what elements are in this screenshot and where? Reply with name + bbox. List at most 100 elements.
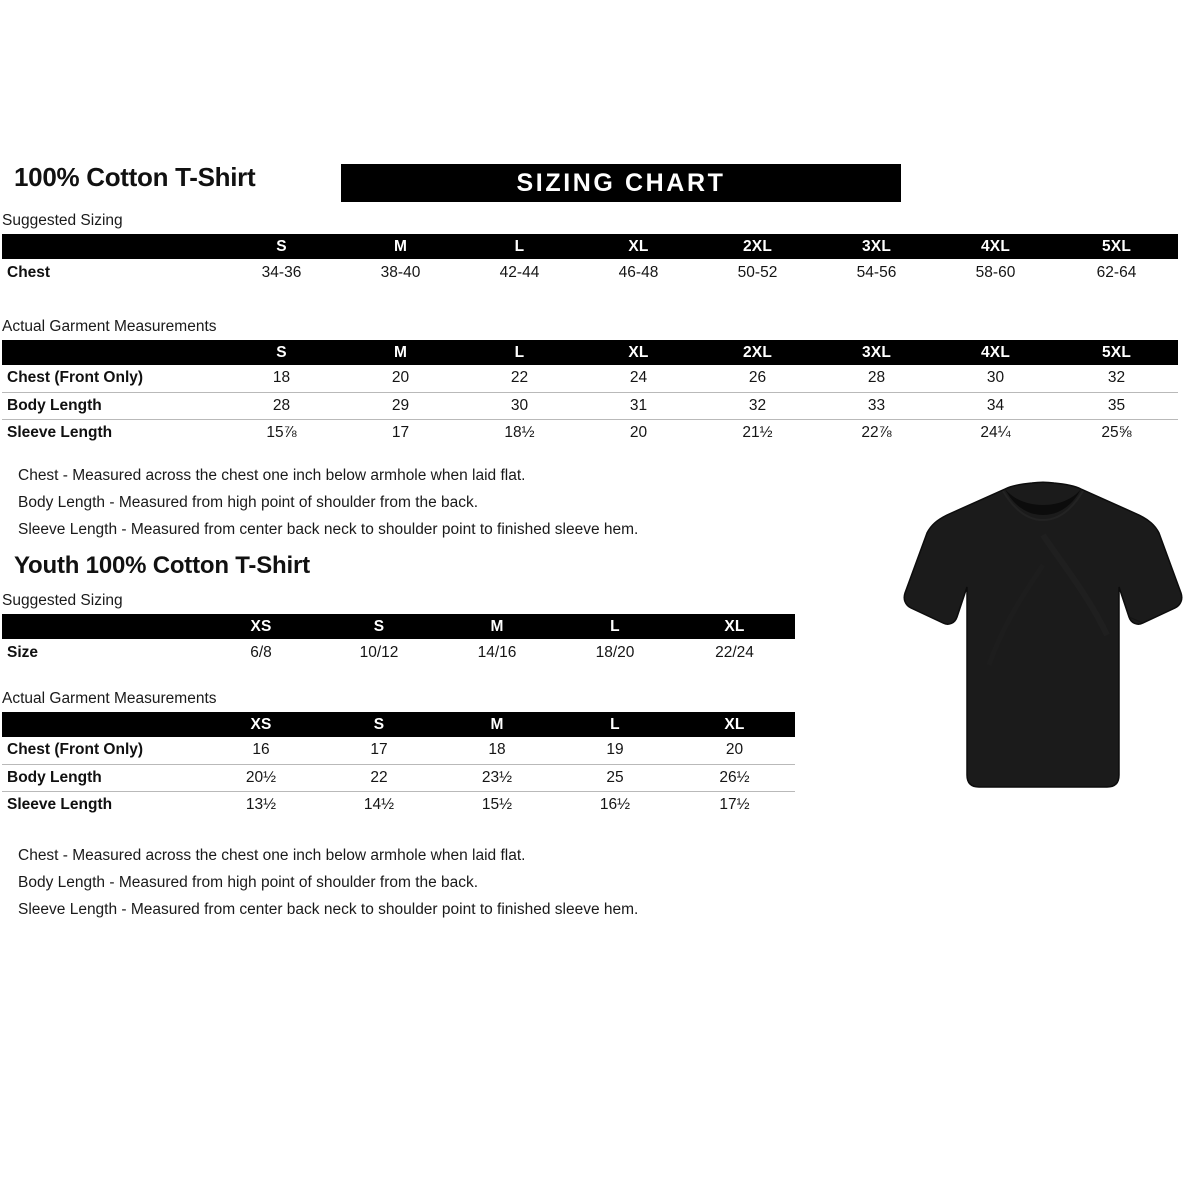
note-body-length: Body Length - Measured from high point o… <box>18 874 479 891</box>
note-sleeve-length: Sleeve Length - Measured from center bac… <box>18 901 639 918</box>
row-label-chest: Chest <box>7 263 51 281</box>
cell-size-xs: 6/8 <box>250 643 272 661</box>
col-header-m: M <box>490 715 504 733</box>
sizing-chart-banner-label: SIZING CHART <box>516 169 726 197</box>
cell-chestfront-s: 18 <box>272 369 291 387</box>
cell-size-m: 14/16 <box>477 643 517 661</box>
col-header-m: M <box>490 617 504 635</box>
cell-sleevelength-xl: 17½ <box>674 790 795 818</box>
col-header-s: S <box>373 617 385 635</box>
cell-sleevelength-m: 15½ <box>438 790 556 818</box>
cell-bodylength-5xl: 35 <box>1055 391 1178 419</box>
cell-sleevelength-m: 17 <box>341 418 460 446</box>
col-header-2xl: 2XL <box>742 237 773 255</box>
col-header-3xl: 3XL <box>861 343 892 361</box>
cell-chest-xl: 46-48 <box>618 263 659 281</box>
table-header-row: S M L XL 2XL 3XL 4XL 5XL <box>2 340 1178 365</box>
cell-chestfront-2xl: 26 <box>748 369 767 387</box>
cell-bodylength-s: 22 <box>320 763 438 791</box>
col-header-xl: XL <box>628 237 649 255</box>
col-header-xl: XL <box>724 715 745 733</box>
youth-product-title: Youth 100% Cotton T-Shirt <box>14 552 310 579</box>
sizing-chart-banner: SIZING CHART <box>341 164 901 202</box>
tshirt-illustration <box>893 475 1193 805</box>
row-label-body-length: Body Length <box>2 391 222 419</box>
note-body-length: Body Length - Measured from high point o… <box>18 494 479 511</box>
cell-bodylength-4xl: 34 <box>936 391 1055 419</box>
table-row: Size 6/8 10/12 14/16 18/20 22/24 <box>2 639 795 666</box>
cell-size-l: 18/20 <box>595 643 635 661</box>
adult-suggested-body: Chest 34-36 38-40 42-44 46-48 50-52 54-5… <box>2 259 1178 286</box>
col-header-m: M <box>393 343 408 361</box>
cell-chestfront-4xl: 30 <box>986 369 1005 387</box>
col-header-blank <box>2 614 202 639</box>
cell-sleevelength-s: 15⅞ <box>222 418 341 446</box>
table-row: Sleeve Length 15⅞ 17 18½ 20 21½ 22⅞ 24¼ … <box>2 418 1178 446</box>
col-header-5xl: 5XL <box>1101 237 1132 255</box>
cell-sleevelength-2xl: 21½ <box>698 418 817 446</box>
col-header-3xl: 3XL <box>861 237 892 255</box>
cell-chestfront-m: 20 <box>391 369 410 387</box>
row-label-sleeve-length: Sleeve Length <box>2 418 222 446</box>
cell-sleevelength-3xl: 22⅞ <box>817 418 936 446</box>
adult-measurement-notes: Chest - Measured across the chest one in… <box>18 462 638 543</box>
col-header-blank <box>2 234 222 259</box>
adult-suggested-sizing-table: S M L XL 2XL 3XL 4XL 5XL Chest 34-36 38-… <box>2 234 1178 286</box>
col-header-xs: XS <box>250 715 272 733</box>
note-sleeve-length: Sleeve Length - Measured from center bac… <box>18 521 639 538</box>
row-label-chest-front-only: Chest (Front Only) <box>7 741 144 759</box>
cell-bodylength-2xl: 32 <box>698 391 817 419</box>
table-header-row: XS S M L XL <box>2 614 795 639</box>
youth-suggested-body: Size 6/8 10/12 14/16 18/20 22/24 <box>2 639 795 666</box>
cell-bodylength-s: 28 <box>222 391 341 419</box>
cell-chest-s: 34-36 <box>261 263 302 281</box>
table-row: Chest (Front Only) 16 17 18 19 20 <box>2 737 795 764</box>
table-row: Body Length 20½ 22 23½ 25 26½ <box>2 763 795 791</box>
col-header-s: S <box>373 715 385 733</box>
row-label-chest-front-only: Chest (Front Only) <box>7 369 144 387</box>
adult-product-title: 100% Cotton T-Shirt <box>14 162 256 192</box>
cell-size-s: 10/12 <box>359 643 399 661</box>
row-label-body-length: Body Length <box>2 763 202 791</box>
cell-chestfront-s: 17 <box>370 741 388 759</box>
cell-bodylength-3xl: 33 <box>817 391 936 419</box>
table-row: Chest 34-36 38-40 42-44 46-48 50-52 54-5… <box>2 259 1178 286</box>
cell-bodylength-m: 23½ <box>438 763 556 791</box>
col-header-l: L <box>514 343 525 361</box>
cell-chest-4xl: 58-60 <box>975 263 1016 281</box>
col-header-l: L <box>610 617 620 635</box>
cell-sleevelength-s: 14½ <box>320 790 438 818</box>
cell-chestfront-3xl: 28 <box>867 369 886 387</box>
cell-sleevelength-xs: 13½ <box>202 790 320 818</box>
cell-chestfront-xl: 20 <box>725 741 744 759</box>
col-header-4xl: 4XL <box>980 237 1011 255</box>
youth-suggested-caption: Suggested Sizing <box>2 592 123 609</box>
note-chest: Chest - Measured across the chest one in… <box>18 847 526 864</box>
youth-actual-measurements-table: XS S M L XL Chest (Front Only) 16 17 18 … <box>2 712 795 818</box>
col-header-s: S <box>276 237 287 255</box>
adult-actual-header: S M L XL 2XL 3XL 4XL 5XL <box>2 340 1178 365</box>
cell-chestfront-l: 22 <box>510 369 529 387</box>
col-header-5xl: 5XL <box>1101 343 1132 361</box>
cell-bodylength-xl: 31 <box>579 391 698 419</box>
cell-chest-m: 38-40 <box>380 263 421 281</box>
tshirt-icon <box>903 481 1183 788</box>
col-header-xs: XS <box>250 617 272 635</box>
note-chest: Chest - Measured across the chest one in… <box>18 467 526 484</box>
youth-measurement-notes: Chest - Measured across the chest one in… <box>18 842 638 923</box>
cell-sleevelength-l: 16½ <box>556 790 674 818</box>
col-header-2xl: 2XL <box>742 343 773 361</box>
cell-bodylength-l: 25 <box>556 763 674 791</box>
col-header-l: L <box>610 715 620 733</box>
cell-chestfront-l: 19 <box>606 741 624 759</box>
adult-actual-body: Chest (Front Only) 18 20 22 24 26 28 30 … <box>2 365 1178 446</box>
table-row: Body Length 28 29 30 31 32 33 34 35 <box>2 391 1178 419</box>
cell-bodylength-xs: 20½ <box>202 763 320 791</box>
youth-actual-header: XS S M L XL <box>2 712 795 737</box>
table-row: Sleeve Length 13½ 14½ 15½ 16½ 17½ <box>2 790 795 818</box>
cell-chestfront-xl: 24 <box>629 369 648 387</box>
adult-suggested-caption: Suggested Sizing <box>2 212 123 229</box>
cell-sleevelength-xl: 20 <box>579 418 698 446</box>
col-header-4xl: 4XL <box>980 343 1011 361</box>
